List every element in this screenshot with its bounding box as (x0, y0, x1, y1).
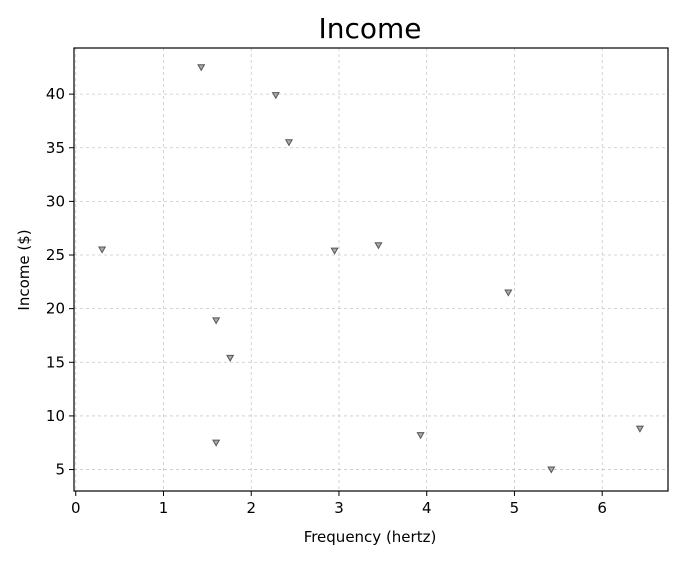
data-points (98, 64, 644, 474)
scatter-point (271, 92, 280, 100)
y-tick-label: 15 (46, 353, 65, 371)
x-axis-ticks: 0 1 2 3 4 5 6 (71, 491, 607, 517)
grid (74, 48, 668, 491)
y-tick-label: 5 (55, 461, 65, 479)
x-tick-label: 6 (597, 499, 607, 517)
y-tick-label: 40 (46, 85, 65, 103)
scatter-point (98, 246, 107, 254)
x-axis-label: Frequency (hertz) (304, 528, 437, 546)
scatter-point (416, 432, 425, 440)
scatter-point (330, 247, 339, 255)
scatter-point (212, 439, 221, 447)
scatter-point (226, 354, 235, 363)
scatter-point (197, 64, 206, 72)
y-tick-label: 30 (46, 192, 65, 210)
y-tick-label: 35 (46, 139, 65, 157)
scatter-point (504, 289, 513, 297)
plot-frame (73, 47, 669, 492)
scatter-point (374, 242, 383, 250)
y-tick-label: 25 (46, 246, 65, 264)
y-tick-label: 10 (46, 407, 65, 425)
x-tick-label: 5 (510, 499, 520, 517)
scatter-point (284, 139, 294, 147)
scatter-point (212, 317, 221, 325)
x-tick-label: 2 (246, 499, 256, 517)
scatter-point (547, 466, 556, 474)
scatter-point (635, 425, 644, 433)
y-axis-ticks: 5 10 15 20 25 30 35 40 (46, 85, 74, 479)
x-tick-label: 1 (159, 499, 169, 517)
x-tick-label: 4 (422, 499, 432, 517)
y-axis-label: Income ($) (15, 229, 33, 310)
x-tick-label: 0 (71, 499, 81, 517)
y-tick-label: 20 (46, 300, 65, 318)
chart-title: Income (318, 12, 421, 45)
x-tick-label: 3 (334, 499, 344, 517)
